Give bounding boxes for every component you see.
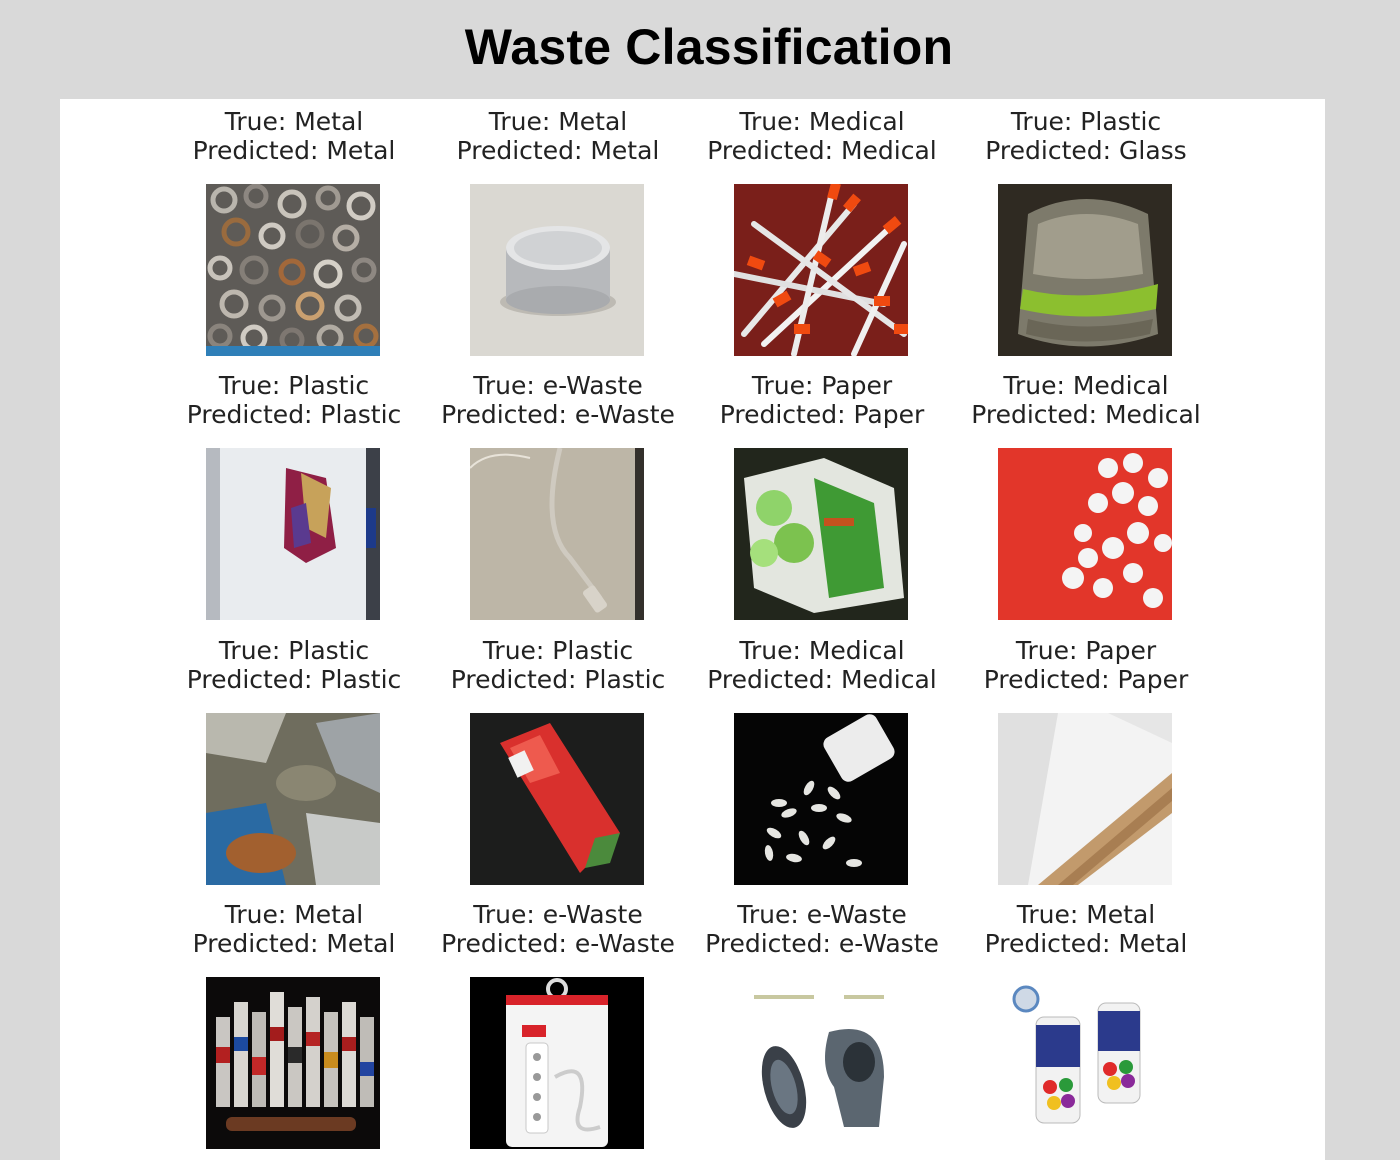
predicted-label: Predicted: Medical — [707, 136, 937, 165]
result-cell: True: Plastic Predicted: Glass — [954, 107, 1218, 367]
predicted-label: Predicted: e-Waste — [705, 929, 939, 958]
result-caption: True: e-Waste Predicted: e-Waste — [690, 900, 954, 958]
predicted-label: Predicted: e-Waste — [441, 929, 675, 958]
spilled-pills-image — [734, 713, 908, 885]
result-caption: True: Plastic Predicted: Plastic — [162, 636, 426, 694]
true-label: True: e-Waste — [737, 900, 907, 929]
result-cell: True: Medical Predicted: Medical — [690, 636, 954, 896]
predicted-label: Predicted: Glass — [985, 136, 1187, 165]
true-label: True: Plastic — [218, 636, 370, 665]
results-grid: True: Metal Predicted: Metal — [60, 99, 1325, 1160]
predicted-label: Predicted: Metal — [192, 929, 396, 958]
result-cell: True: Metal Predicted: Metal — [162, 900, 426, 1160]
hard-drive-parts-image — [734, 977, 908, 1149]
predicted-label: Predicted: Metal — [984, 929, 1188, 958]
true-label: True: Medical — [1003, 371, 1169, 400]
true-label: True: Metal — [488, 107, 628, 136]
result-caption: True: e-Waste Predicted: e-Waste — [426, 900, 690, 958]
result-caption: True: e-Waste Predicted: e-Waste — [426, 371, 690, 429]
true-label: True: Paper — [1015, 636, 1157, 665]
red-plastic-wrapper-image — [470, 713, 644, 885]
true-label: True: Metal — [224, 900, 364, 929]
result-cell: True: Metal Predicted: Metal — [426, 107, 690, 367]
predicted-label: Predicted: Paper — [719, 400, 925, 429]
predicted-label: Predicted: Plastic — [450, 665, 666, 694]
result-caption: True: Metal Predicted: Metal — [162, 107, 426, 165]
predicted-label: Predicted: Metal — [456, 136, 660, 165]
result-cell: True: e-Waste Predicted: e-Waste — [690, 900, 954, 1160]
true-label: True: Medical — [739, 636, 905, 665]
true-label: True: Plastic — [218, 371, 370, 400]
true-label: True: Metal — [224, 107, 364, 136]
result-caption: True: Plastic Predicted: Plastic — [426, 636, 690, 694]
true-label: True: Metal — [1016, 900, 1156, 929]
result-caption: True: Plastic Predicted: Plastic — [162, 371, 426, 429]
result-caption: True: Paper Predicted: Paper — [690, 371, 954, 429]
true-label: True: Plastic — [482, 636, 634, 665]
plastic-waste-pile-image — [206, 713, 380, 885]
result-caption: True: Metal Predicted: Metal — [426, 107, 690, 165]
cable-image — [470, 448, 644, 620]
true-label: True: e-Waste — [473, 900, 643, 929]
result-caption: True: Metal Predicted: Metal — [954, 900, 1218, 958]
result-cell: True: Paper Predicted: Paper — [954, 636, 1218, 896]
result-caption: True: Medical Predicted: Medical — [690, 636, 954, 694]
page-title: Waste Classification — [464, 19, 954, 75]
pills-on-red-image — [998, 448, 1172, 620]
result-cell: True: Paper Predicted: Paper — [690, 371, 954, 631]
result-cell: True: Plastic Predicted: Plastic — [162, 636, 426, 896]
result-caption: True: Medical Predicted: Medical — [690, 107, 954, 165]
scrap-metal-pile-image — [206, 184, 380, 356]
spray-paint-cans-image — [998, 977, 1172, 1149]
predicted-label: Predicted: Medical — [707, 665, 937, 694]
result-cell: True: Plastic Predicted: Plastic — [162, 371, 426, 631]
result-cell: True: e-Waste Predicted: e-Waste — [426, 900, 690, 1160]
true-label: True: Paper — [751, 371, 893, 400]
result-cell: True: Metal Predicted: Metal — [954, 900, 1218, 1160]
dirty-plastic-bottle-image — [998, 184, 1172, 356]
true-label: True: Medical — [739, 107, 905, 136]
paper-carton-image — [734, 448, 908, 620]
predicted-label: Predicted: Metal — [192, 136, 396, 165]
result-cell: True: Medical Predicted: Medical — [954, 371, 1218, 631]
result-caption: True: Metal Predicted: Metal — [162, 900, 426, 958]
predicted-label: Predicted: Plastic — [186, 665, 402, 694]
result-caption: True: Paper Predicted: Paper — [954, 636, 1218, 694]
predicted-label: Predicted: Paper — [983, 665, 1189, 694]
syringes-image — [734, 184, 908, 356]
power-strip-package-image — [470, 977, 644, 1149]
aluminum-cans-image — [206, 977, 380, 1149]
result-cell: True: e-Waste Predicted: e-Waste — [426, 371, 690, 631]
metal-tin-can-image — [470, 184, 644, 356]
predicted-label: Predicted: Medical — [971, 400, 1201, 429]
result-caption: True: Plastic Predicted: Glass — [954, 107, 1218, 165]
true-label: True: Plastic — [1010, 107, 1162, 136]
paper-roll-tube-image — [998, 713, 1172, 885]
true-label: True: e-Waste — [473, 371, 643, 400]
predicted-label: Predicted: e-Waste — [441, 400, 675, 429]
result-caption: True: Medical Predicted: Medical — [954, 371, 1218, 429]
result-cell: True: Plastic Predicted: Plastic — [426, 636, 690, 896]
result-cell: True: Metal Predicted: Metal — [162, 107, 426, 367]
predicted-label: Predicted: Plastic — [186, 400, 402, 429]
result-cell: True: Medical Predicted: Medical — [690, 107, 954, 367]
plastic-bag-tray-image — [206, 448, 380, 620]
